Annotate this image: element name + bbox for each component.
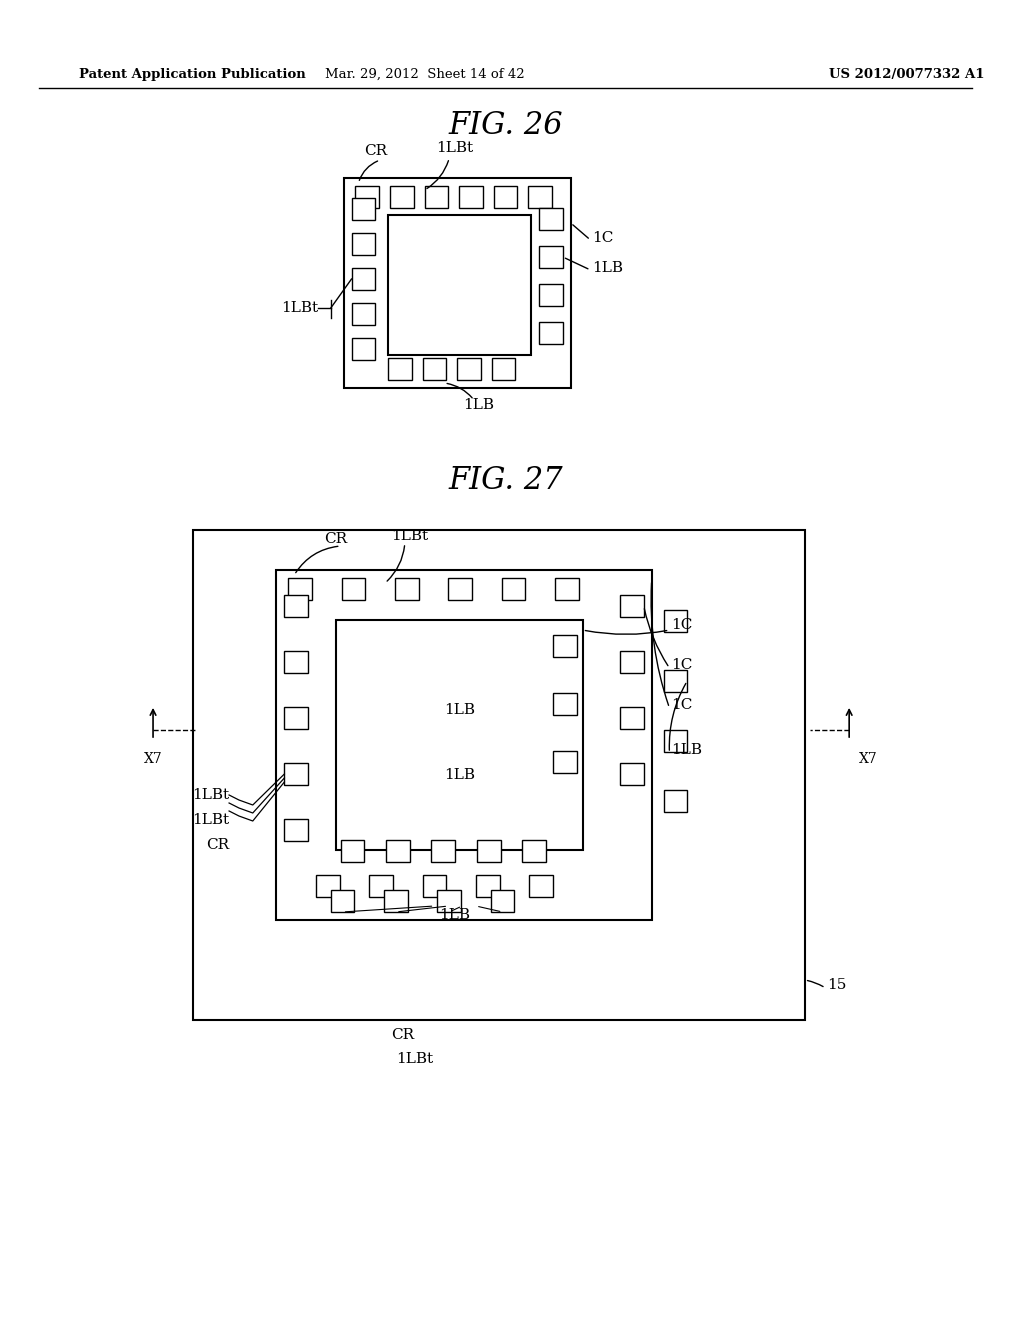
Bar (423, 875, 446, 898)
Bar (331, 890, 354, 912)
Bar (351, 304, 375, 325)
Bar (449, 578, 472, 601)
Text: 1LB: 1LB (593, 261, 624, 275)
Bar (459, 186, 483, 209)
Text: 1LB: 1LB (443, 704, 475, 717)
Bar (664, 730, 687, 752)
Bar (285, 763, 308, 785)
Bar (431, 840, 456, 862)
Bar (553, 635, 577, 657)
Text: Mar. 29, 2012  Sheet 14 of 42: Mar. 29, 2012 Sheet 14 of 42 (325, 69, 524, 81)
Bar (386, 840, 410, 862)
Bar (342, 578, 366, 601)
Bar (344, 178, 570, 388)
Bar (388, 215, 531, 355)
Text: X7: X7 (143, 752, 163, 766)
Bar (370, 875, 393, 898)
Bar (492, 358, 515, 380)
Bar (285, 595, 308, 616)
Bar (476, 875, 500, 898)
Bar (395, 578, 419, 601)
Bar (193, 531, 805, 1020)
Bar (285, 651, 308, 673)
Bar (285, 818, 308, 841)
Bar (539, 246, 563, 268)
Bar (425, 186, 449, 209)
Text: CR: CR (325, 532, 347, 546)
Bar (621, 763, 644, 785)
Bar (351, 268, 375, 290)
Text: 1C: 1C (593, 231, 613, 246)
Bar (621, 708, 644, 729)
Bar (289, 578, 312, 601)
Bar (664, 789, 687, 812)
Bar (336, 620, 583, 850)
Text: 1C: 1C (672, 618, 693, 632)
Text: 1LB: 1LB (438, 908, 470, 921)
Bar (351, 198, 375, 220)
Bar (522, 840, 546, 862)
Text: US 2012/0077332 A1: US 2012/0077332 A1 (829, 69, 985, 81)
Bar (490, 890, 514, 912)
Text: 1LBt: 1LBt (396, 1052, 433, 1067)
Text: CR: CR (206, 838, 229, 851)
Bar (621, 651, 644, 673)
Bar (477, 840, 501, 862)
Bar (423, 358, 446, 380)
Text: FIG. 26: FIG. 26 (449, 110, 563, 141)
Bar (355, 186, 379, 209)
Bar (539, 209, 563, 230)
Text: CR: CR (364, 144, 387, 158)
Bar (553, 751, 577, 774)
Text: 15: 15 (827, 978, 847, 993)
Bar (341, 840, 365, 862)
Text: 1LBt: 1LBt (281, 301, 317, 315)
Bar (494, 186, 517, 209)
Text: X7: X7 (859, 752, 878, 766)
Bar (539, 284, 563, 306)
Bar (528, 186, 552, 209)
Bar (316, 875, 340, 898)
Bar (437, 890, 461, 912)
Bar (621, 595, 644, 616)
Bar (502, 578, 525, 601)
Text: 1LB: 1LB (443, 768, 475, 781)
Text: 1LBt: 1LBt (391, 529, 428, 543)
Text: 1LB: 1LB (464, 399, 495, 412)
Bar (351, 338, 375, 360)
Bar (539, 322, 563, 345)
Bar (276, 570, 651, 920)
Bar (384, 890, 408, 912)
Text: CR: CR (391, 1028, 415, 1041)
Bar (664, 671, 687, 692)
Text: 1LBt: 1LBt (191, 813, 229, 828)
Bar (457, 358, 481, 380)
Text: Patent Application Publication: Patent Application Publication (79, 69, 306, 81)
Bar (285, 708, 308, 729)
Bar (553, 693, 577, 715)
Bar (664, 610, 687, 632)
Text: FIG. 27: FIG. 27 (449, 465, 563, 496)
Text: 1C: 1C (672, 698, 693, 711)
Text: 1LBt: 1LBt (435, 141, 473, 154)
Bar (529, 875, 553, 898)
Text: 1LBt: 1LBt (191, 788, 229, 803)
Text: 1C: 1C (672, 657, 693, 672)
Bar (555, 578, 579, 601)
Text: 1LB: 1LB (672, 743, 702, 756)
Bar (388, 358, 412, 380)
Bar (390, 186, 414, 209)
Bar (351, 234, 375, 255)
